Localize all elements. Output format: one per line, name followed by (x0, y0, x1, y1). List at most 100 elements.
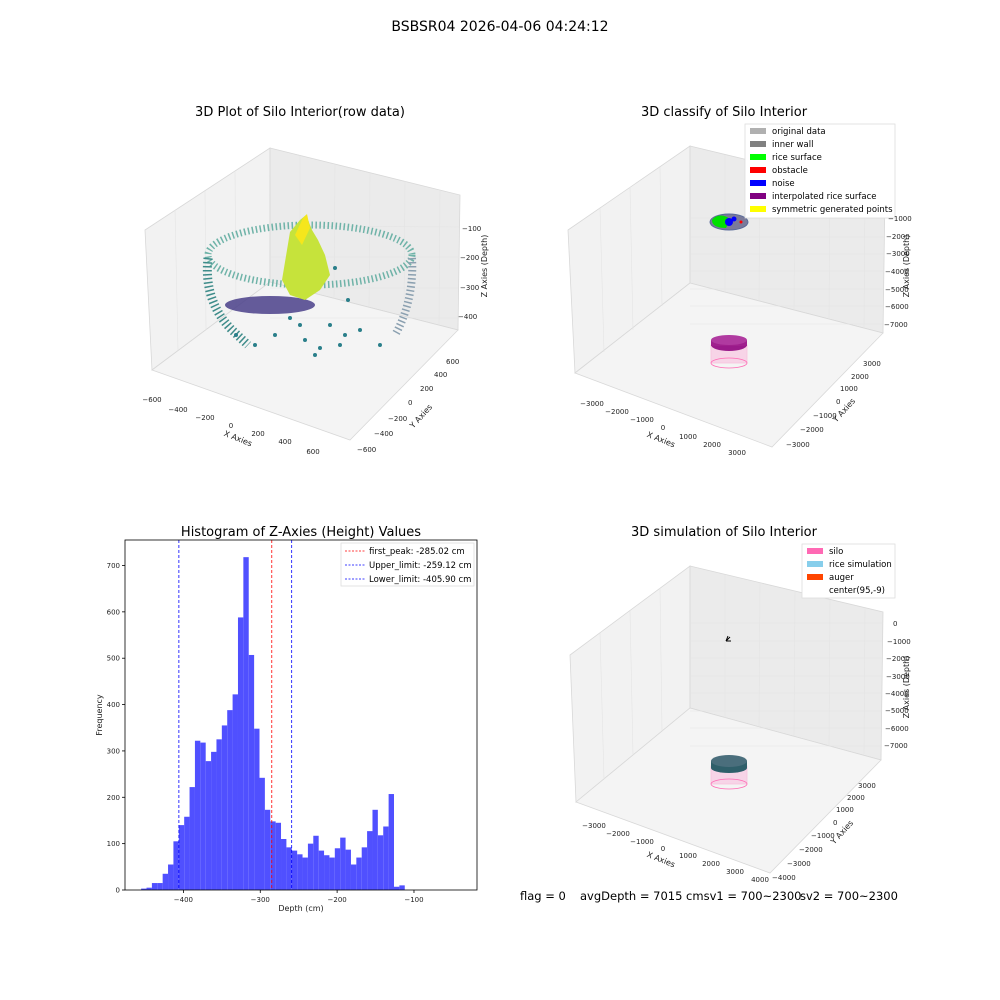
svg-text:−5000: −5000 (885, 286, 909, 294)
svg-text:−6000: −6000 (885, 303, 909, 311)
raw-title: 3D Plot of Silo Interior(row data) (195, 105, 405, 120)
svg-text:Lower_limit: -405.90 cm: Lower_limit: -405.90 cm (369, 575, 471, 585)
svg-text:−600: −600 (142, 396, 161, 404)
hist-y-tick-label: 600 (107, 608, 120, 616)
hist-title: Histogram of Z-Axies (Height) Values (181, 525, 421, 540)
panel-simulation-3d: 3D simulation of Silo Interior (569, 525, 911, 884)
raw-silo-wall-left (202, 257, 252, 349)
svg-text:0: 0 (661, 424, 665, 432)
hist-bar (227, 710, 233, 890)
svg-text:0: 0 (893, 620, 897, 628)
status-footer: flag = 0 avgDepth = 7015 cmsv1 = 700~2300… (520, 889, 898, 903)
simulation-z-ticks: −7000 −6000 −5000 −4000 −3000 −2000 −100… (884, 620, 911, 750)
svg-text:inner wall: inner wall (772, 140, 813, 150)
svg-text:−1000: −1000 (888, 215, 912, 223)
raw-x-ticks: −600 −400 −200 0 200 400 600 (142, 396, 319, 456)
svg-text:−300: −300 (460, 284, 479, 292)
simulation-grid (599, 575, 883, 780)
hist-y-tick-label: 300 (107, 747, 120, 755)
hist-bar (334, 848, 341, 890)
svg-text:400: 400 (434, 371, 447, 379)
hist-bar (194, 740, 201, 890)
svg-text:600: 600 (306, 448, 319, 456)
hist-bar (286, 847, 292, 890)
svg-text:−400: −400 (374, 430, 393, 438)
panel-raw-3d: 3D Plot of Silo Interior(row data) (142, 105, 489, 456)
hist-bar (350, 864, 357, 890)
svg-text:auger: auger (829, 573, 854, 583)
svg-text:−200: −200 (460, 254, 479, 262)
simulation-x-ticks: −3000 −2000 −1000 0 1000 2000 3000 4000 (582, 822, 769, 884)
svg-text:noise: noise (772, 179, 795, 189)
hist-x-tick-label: −400 (174, 896, 193, 904)
raw-zlabel: Z Axies (Depth) (480, 235, 489, 298)
svg-text:−3000: −3000 (787, 860, 811, 868)
hist-bar (211, 751, 217, 890)
svg-text:3000: 3000 (858, 782, 876, 790)
svg-text:1000: 1000 (679, 433, 697, 441)
simulation-floor (575, 707, 882, 874)
svg-text:−2000: −2000 (799, 846, 823, 854)
raw-floor-surface (225, 296, 315, 314)
avg-depth-status: avgDepth = 7015 cmsv1 = 700~2300 (580, 889, 802, 903)
classify-y-ticks: −3000 −2000 −1000 0 1000 2000 3000 (786, 360, 881, 449)
hist-bar (356, 857, 362, 890)
svg-text:−3000: −3000 (786, 441, 810, 449)
simulation-legend: silo rice simulation auger center(95,-9) (801, 543, 896, 599)
hist-bar (313, 835, 319, 890)
svg-text:obstacle: obstacle (772, 166, 808, 176)
raw-grid (174, 156, 460, 351)
svg-text:200: 200 (251, 430, 264, 438)
svg-text:Upper_limit: -259.12 cm: Upper_limit: -259.12 cm (369, 561, 472, 571)
hist-bar (237, 617, 244, 890)
hist-bar (372, 809, 378, 890)
hist-bar (232, 694, 238, 890)
hist-bar (146, 887, 152, 890)
hist-bar (189, 787, 195, 890)
hist-bar (281, 839, 287, 890)
svg-text:3000: 3000 (726, 868, 744, 876)
svg-text:0: 0 (229, 422, 233, 430)
raw-yellow-pile (282, 215, 330, 300)
hist-y-tick-label: 200 (107, 794, 120, 802)
hist-xlabel: Depth (cm) (278, 904, 323, 913)
hist-y-tick-label: 100 (107, 840, 120, 848)
hist-bar (367, 831, 373, 890)
classify-top-surface (709, 213, 749, 231)
svg-text:−2000: −2000 (605, 408, 629, 416)
classify-title: 3D classify of Silo Interior (641, 105, 808, 120)
svg-text:600: 600 (446, 358, 459, 366)
svg-text:3000: 3000 (728, 449, 746, 457)
panel-classify-3d: 3D classify of Silo Interior (567, 105, 912, 457)
svg-text:0: 0 (836, 398, 840, 406)
simulation-y-ticks: −4000 −3000 −2000 −1000 0 1000 2000 3000 (772, 782, 876, 882)
hist-bar (243, 557, 249, 890)
panel-histogram: Histogram of Z-Axies (Height) Values −40… (95, 525, 478, 913)
svg-text:1000: 1000 (679, 852, 697, 860)
svg-text:−5000: −5000 (885, 707, 909, 715)
classify-x-ticks: −3000 −2000 −1000 0 1000 2000 3000 (580, 400, 746, 457)
hist-bar (162, 873, 169, 890)
hist-bar (302, 857, 308, 890)
svg-text:−200: −200 (195, 414, 214, 422)
svg-text:−2000: −2000 (886, 233, 910, 241)
classify-cylinder (710, 335, 748, 369)
hist-legend: first_peak: -285.02 cm Upper_limit: -259… (340, 542, 475, 587)
hist-bar (307, 843, 314, 890)
svg-text:−1000: −1000 (887, 638, 911, 646)
simulation-cylinder (710, 755, 748, 790)
hist-bar (393, 886, 400, 890)
hist-bar (329, 857, 335, 890)
hist-y-tick-label: 500 (107, 655, 120, 663)
hist-bar (141, 888, 147, 890)
raw-z-ticks: −400 −300 −200 −100 (458, 225, 481, 321)
hist-bar (345, 849, 351, 890)
hist-bar (151, 883, 158, 890)
hist-bar (275, 822, 282, 890)
classify-xlabel: X Axies (646, 430, 677, 449)
svg-text:−7000: −7000 (884, 742, 908, 750)
hist-bar (184, 816, 190, 890)
hist-x-tick-label: −300 (251, 896, 270, 904)
svg-text:−600: −600 (357, 446, 376, 454)
svg-text:2000: 2000 (851, 373, 869, 381)
